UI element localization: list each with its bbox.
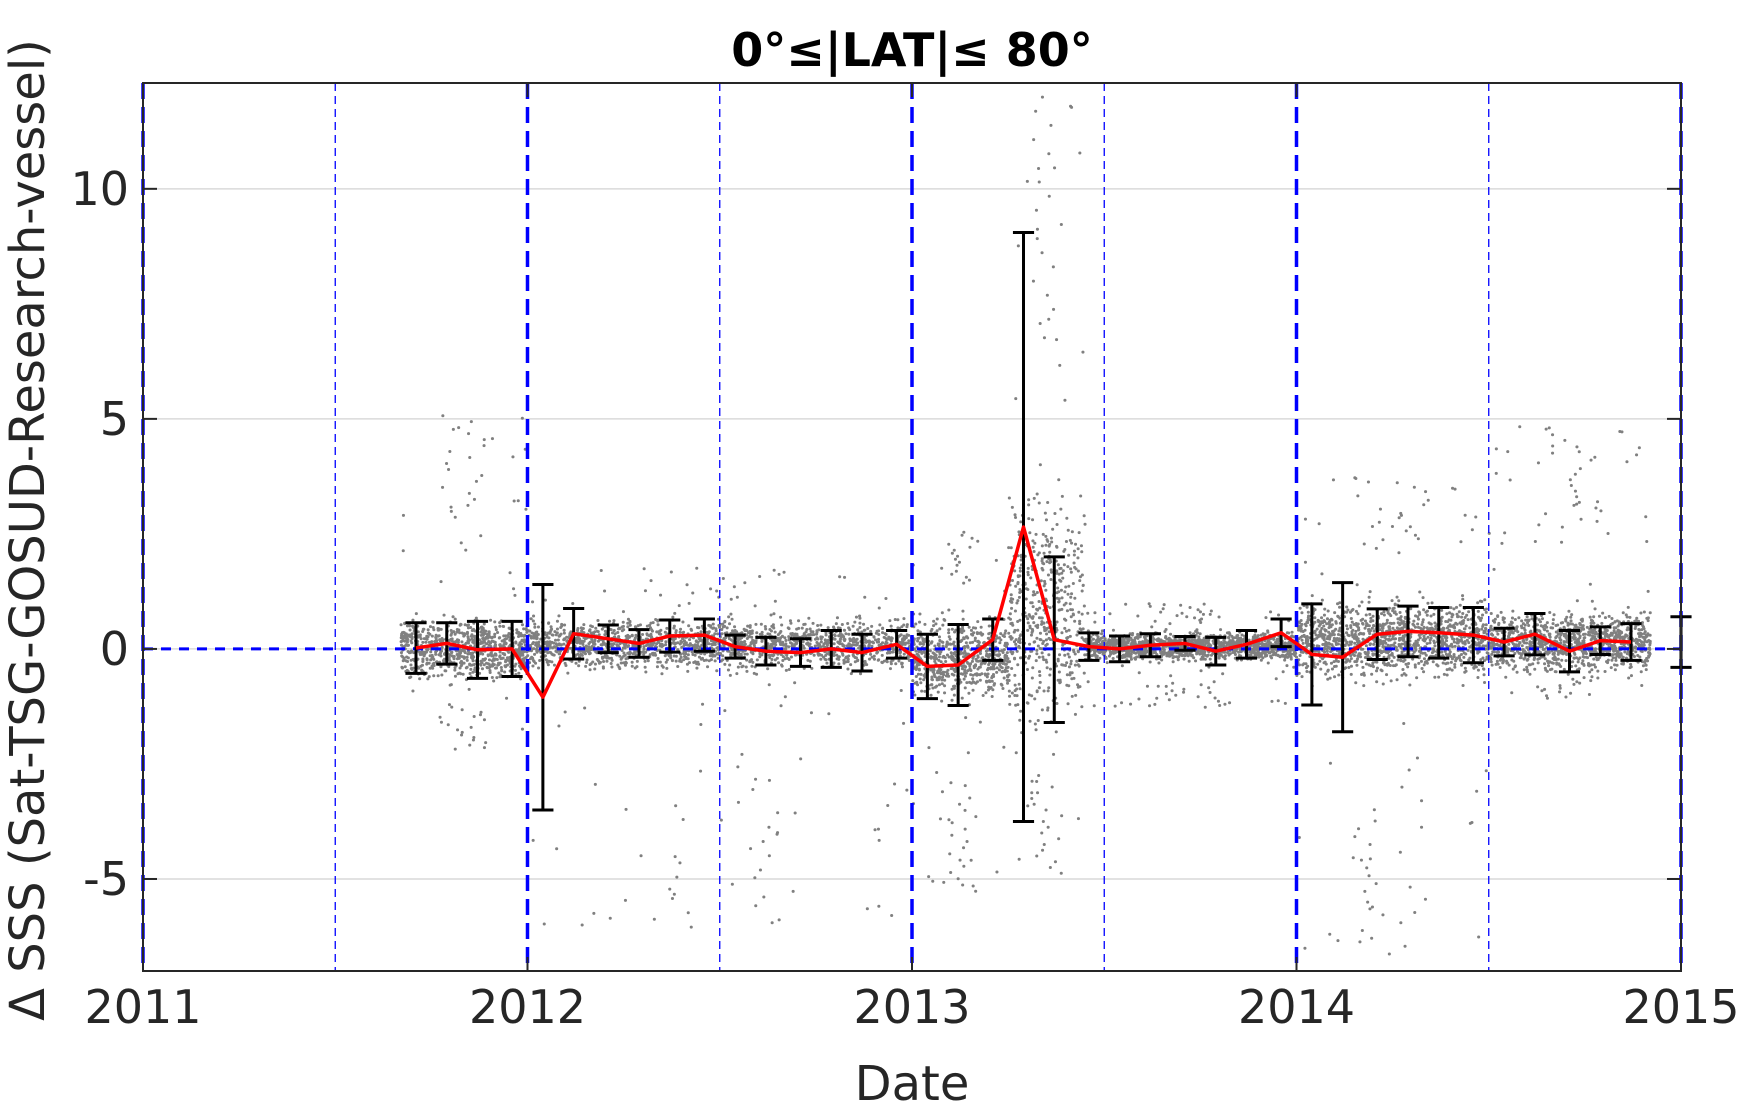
y-tick-label: 10 <box>70 162 129 216</box>
x-tick-label: 2012 <box>469 980 586 1034</box>
x-tick-label: 2014 <box>1238 980 1355 1034</box>
errorbar <box>1620 622 1642 662</box>
errorbar <box>405 621 427 675</box>
y-axis-title: Δ SSS (Sat-TSG-GOSUD-Research-vessel) <box>0 39 56 1021</box>
x-tick-label: 2011 <box>84 980 201 1034</box>
mean-line-layer <box>415 525 1632 699</box>
chart-title: 0°≤|LAT|≤ 80° <box>731 23 1092 78</box>
y-tick-label: 5 <box>100 392 129 446</box>
y-tick-label: 0 <box>100 622 129 676</box>
x-axis-title: Date <box>855 1056 970 1112</box>
tick-layer: 2011 2012 2013 2014 2015 -5 0 5 10 <box>70 83 1740 1034</box>
mean-line <box>415 525 1632 699</box>
x-tick-label: 2013 <box>853 980 970 1034</box>
y-tick-label: -5 <box>83 852 129 906</box>
x-tick-label: 2015 <box>1622 980 1739 1034</box>
